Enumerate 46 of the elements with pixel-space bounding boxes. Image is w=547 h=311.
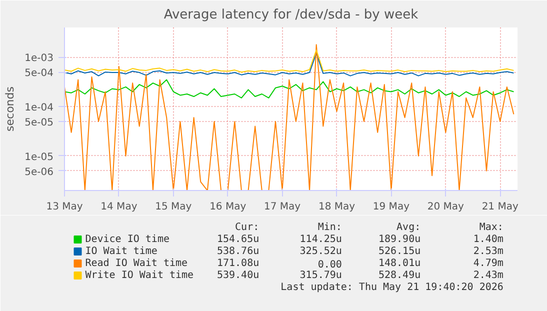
y-tick-label: 1e-05: [24, 152, 54, 163]
x-tick-label: 18 May: [318, 202, 356, 212]
y-tick-label: 1e-04: [24, 102, 54, 114]
x-tick-label: 19 May: [372, 202, 410, 212]
text: 325.52u: [300, 246, 342, 257]
x-tick-label: 20 May: [427, 202, 464, 212]
text: 2.43m: [473, 270, 504, 281]
text: Max:: [479, 222, 504, 233]
y-tick-label: 5e-06: [24, 166, 54, 178]
y-tick-label: 5e-05: [24, 117, 54, 128]
y-tick-label: 5e-04: [24, 68, 54, 80]
x-tick-label: 16 May: [210, 202, 246, 212]
text: Min:: [318, 222, 342, 233]
text: 538.76u: [216, 246, 260, 257]
y-tick-label: 1e-03: [24, 53, 54, 64]
text: 114.25u: [300, 234, 342, 245]
line-series: [64, 50, 514, 73]
text: 154.65u: [216, 234, 260, 245]
chart-title: Average latency for /dev/sda - by week: [164, 8, 419, 22]
text: 148.01u: [378, 258, 421, 269]
text: 526.15u: [378, 246, 421, 257]
text: 189.90u: [378, 234, 421, 245]
line-series: [64, 44, 514, 190]
text: 0.00: [318, 260, 342, 270]
legend-label: Device IO time: [85, 234, 170, 245]
text: 528.49u: [378, 270, 421, 281]
text: 315.79u: [300, 270, 342, 281]
text: 4.79m: [473, 258, 504, 269]
x-tick-label: 17 May: [264, 202, 301, 212]
text: Last update: Thu May 21 19:40:20 2026: [280, 282, 504, 293]
text: 539.40u: [216, 270, 260, 281]
text: 1.40m: [473, 234, 504, 245]
y-axis-title: seconds: [4, 86, 17, 132]
legend-label: Write IO Wait time: [85, 270, 194, 281]
x-tick-label: 13 May: [46, 202, 83, 212]
x-tick-label: 14 May: [100, 202, 138, 212]
x-tick-label: 15 May: [155, 202, 192, 212]
legend-label: Read IO Wait time: [85, 258, 188, 269]
text: 2.53m: [473, 246, 504, 257]
text: Cur:: [235, 222, 260, 233]
line-series: [64, 79, 514, 98]
legend-label: IO Wait time: [85, 246, 158, 257]
line-series: [64, 52, 514, 76]
x-tick-label: 21 May: [482, 202, 518, 212]
text: Avg:: [396, 222, 421, 233]
text: 171.08u: [216, 258, 260, 269]
